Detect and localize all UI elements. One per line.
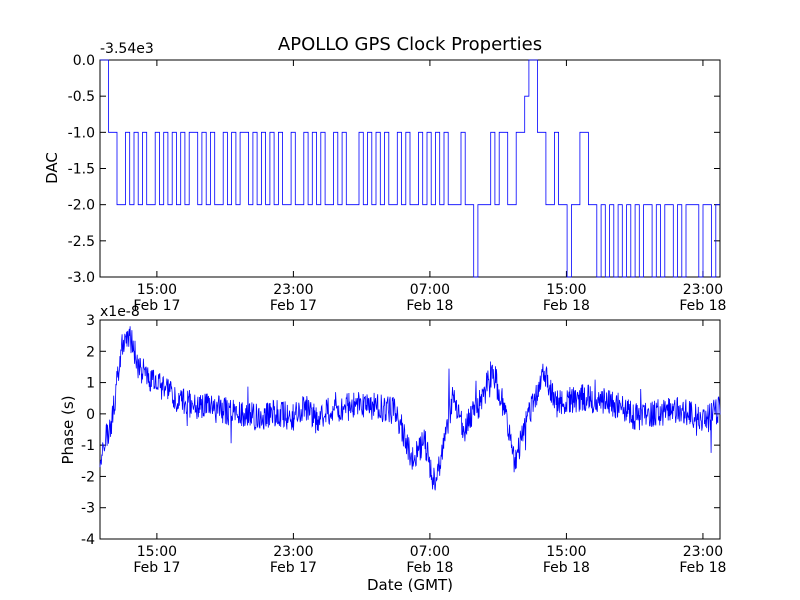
phase-xtick-date: Feb 17: [270, 560, 317, 576]
phase-ylabel: Phase (s): [59, 395, 77, 464]
phase-axes-frame: [99, 319, 721, 540]
dac-xtick-date: Feb 18: [543, 298, 590, 314]
dac-xtick-date: Feb 18: [679, 298, 726, 314]
dac-ytick-label: -3.0: [68, 270, 95, 286]
dac-offset-label: -3.54e3: [100, 41, 154, 57]
phase-xtick-label: 15:00: [137, 544, 177, 560]
dac-xtick-date: Feb 18: [406, 298, 453, 314]
phase-xtick-label: 23:00: [683, 544, 723, 560]
phase-ytick-label: 0: [86, 407, 95, 423]
phase-ytick-label: 2: [86, 344, 95, 360]
dac-xtick-label: 23:00: [683, 282, 723, 298]
phase-ytick-label: -3: [81, 501, 95, 517]
dac-xtick-label: 23:00: [273, 282, 313, 298]
dac-xtick-label: 07:00: [410, 282, 450, 298]
dac-xtick-label: 15:00: [137, 282, 177, 298]
phase-xtick-label: 23:00: [273, 544, 313, 560]
dac-xtick-date: Feb 17: [133, 298, 180, 314]
phase-ytick-label: -1: [81, 438, 95, 454]
dac-ytick-label: -1.5: [68, 162, 95, 178]
dac-ytick-label: -2.0: [68, 198, 95, 214]
phase-offset-label: x1e-8: [100, 304, 140, 320]
phase-xtick-label: 15:00: [546, 544, 586, 560]
phase-xlabel: Date (GMT): [367, 576, 453, 594]
dac-subplot: -3.54e3 DAC 0.0 -0.5 -1.0 -1.5 -2.0 -2.5 -3.0 1…: [43, 41, 726, 314]
phase-xtick-date: Feb 18: [543, 560, 590, 576]
chart-title: APOLLO GPS Clock Properties: [278, 34, 542, 55]
dac-series-line: [100, 59, 720, 278]
phase-series-line: [99, 326, 721, 491]
dac-ylabel: DAC: [43, 152, 61, 184]
dac-ytick-label: 0.0: [73, 53, 95, 69]
phase-ytick-label: -2: [81, 469, 95, 485]
phase-ytick-label: 3: [86, 313, 95, 329]
dac-ytick-label: -0.5: [68, 89, 95, 105]
dac-ytick-label: -2.5: [68, 234, 95, 250]
dac-ytick-label: -1.0: [68, 125, 95, 141]
phase-xtick-date: Feb 18: [406, 560, 453, 576]
phase-xtick-date: Feb 18: [679, 560, 726, 576]
dac-xtick-date: Feb 17: [270, 298, 317, 314]
phase-xtick-label: 07:00: [410, 544, 450, 560]
phase-subplot: x1e-8 Phase (s) Date (GMT) 3 2 1 0 -1 -2 -3 -4 1…: [59, 304, 726, 594]
phase-xtick-date: Feb 17: [133, 560, 180, 576]
phase-ytick-label: -4: [81, 532, 95, 548]
dac-xtick-label: 15:00: [546, 282, 586, 298]
phase-ytick-label: 1: [86, 376, 95, 392]
